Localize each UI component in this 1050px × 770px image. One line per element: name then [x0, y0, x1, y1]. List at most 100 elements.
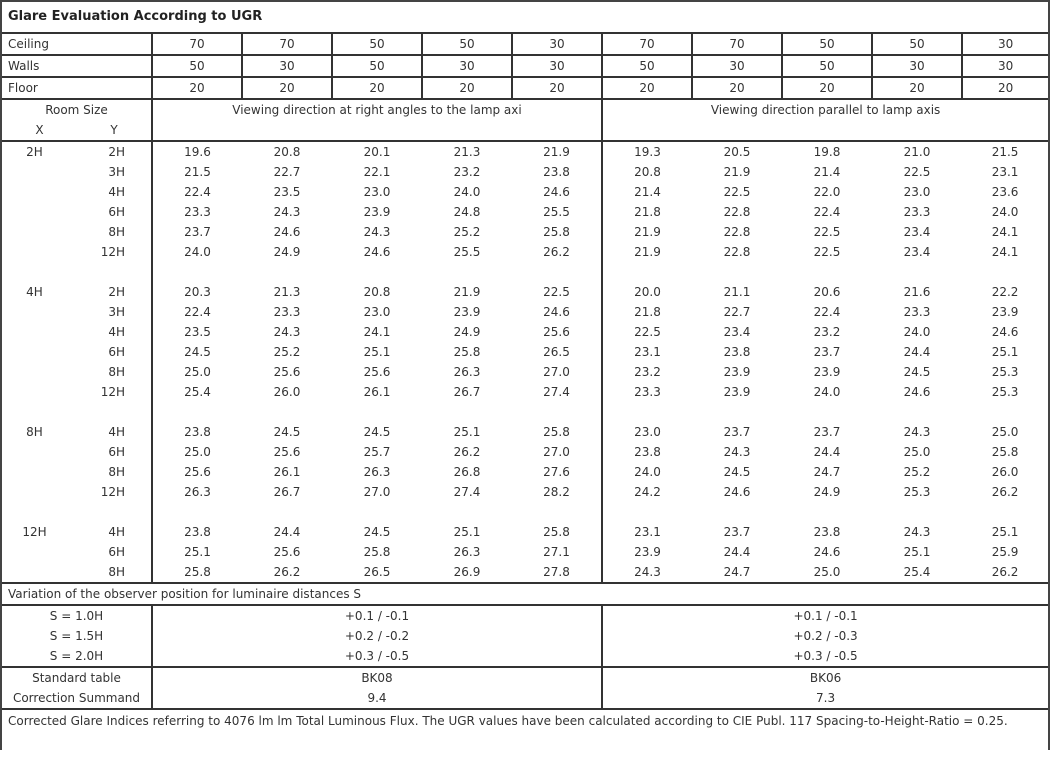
ugr-value: 24.8 — [453, 205, 481, 219]
ugr-value: 25.6 — [273, 545, 301, 559]
ugr-value: 26.7 — [453, 385, 481, 399]
variation-row: S = 1.0H +0.1 / -0.1 +0.1 / -0.1 — [2, 604, 1049, 626]
ugr-value: 24.4 — [903, 345, 931, 359]
data-row: 8H 25.0 25.6 25.6 26.3 27.0 23.2 23.9 23.9 24.5 25… — [2, 362, 1048, 382]
reflectance-row-walls: Walls 50 30 50 30 30 50 30 50 30 30 — [2, 54, 1049, 77]
ugr-value: 28.2 — [543, 485, 570, 499]
ugr-value: 25.6 — [543, 325, 570, 339]
ugr-value: 23.1 — [601, 342, 692, 362]
room-y: 6H — [108, 445, 125, 459]
ugr-value: 25.7 — [363, 445, 391, 459]
ugr-value: 24.1 — [363, 325, 391, 339]
ugr-value: 23.8 — [151, 522, 242, 542]
room-x — [2, 382, 77, 402]
standard-row: Correction Summand 9.4 7.3 — [2, 688, 1049, 709]
room-x — [2, 482, 77, 502]
ugr-value: 25.1 — [903, 545, 931, 559]
reflectance-value: 20 — [960, 76, 1049, 99]
data-row: 8H 25.6 26.1 26.3 26.8 27.6 24.0 24.5 24.7 25.2 26… — [2, 462, 1048, 482]
ugr-value: 23.0 — [363, 305, 391, 319]
ugr-value: 24.7 — [723, 565, 751, 579]
data-row: 6H 24.5 25.2 25.1 25.8 26.5 23.1 23.8 23.7 24.4 25… — [2, 342, 1048, 362]
room-x — [2, 442, 77, 462]
ugr-value: 24.0 — [903, 325, 931, 339]
reflectance-value: 70 — [241, 32, 332, 55]
standard-label: Standard table — [2, 666, 152, 688]
room-y: 12H — [100, 245, 125, 259]
ugr-value: 23.8 — [151, 422, 242, 442]
reflectance-value: 30 — [960, 32, 1049, 55]
ugr-value: 22.0 — [813, 185, 841, 199]
room-x: 8H — [26, 425, 43, 439]
ugr-value: 24.4 — [723, 545, 751, 559]
ugr-value: 26.3 — [453, 545, 481, 559]
ugr-value: 21.9 — [512, 140, 602, 162]
reflectance-value: 50 — [151, 54, 242, 77]
group-spacer — [2, 402, 1049, 422]
ugr-value: 24.4 — [273, 525, 301, 539]
ugr-value: 21.8 — [601, 202, 692, 222]
spacer — [151, 402, 602, 422]
ugr-value: 21.4 — [601, 182, 692, 202]
spacer — [151, 120, 602, 141]
ugr-value: 23.8 — [543, 165, 570, 179]
ugr-value: 23.6 — [991, 185, 1019, 199]
ugr-value: 23.7 — [151, 222, 242, 242]
data-row: 12H 25.4 26.0 26.1 26.7 27.4 23.3 23.9 24.0 24.6 2… — [2, 382, 1048, 402]
ugr-value: 26.5 — [363, 565, 391, 579]
ugr-value: 23.7 — [813, 425, 841, 439]
reflectance-row-ceiling: Ceiling 70 70 50 50 30 70 70 50 50 30 — [2, 32, 1049, 55]
ugr-value: 22.4 — [813, 205, 841, 219]
ugr-value: 26.1 — [273, 465, 301, 479]
ugr-value: 22.5 — [601, 322, 692, 342]
title-row: Glare Evaluation According to UGR — [2, 2, 1048, 33]
ugr-value: 23.4 — [723, 325, 751, 339]
data-row: 4H 2H 20.3 21.3 20.8 21.9 22.5 20.0 21.1 20.6 21.6… — [2, 282, 1048, 302]
room-x — [2, 562, 77, 583]
ugr-value: 24.0 — [151, 242, 242, 262]
ugr-value: 25.6 — [273, 445, 301, 459]
room-x — [2, 322, 77, 342]
ugr-value: 23.9 — [601, 542, 692, 562]
room-y: 2H — [108, 285, 125, 299]
standard-right-angles: 9.4 — [151, 688, 602, 709]
ugr-value: 25.0 — [151, 362, 242, 382]
room-x — [2, 182, 77, 202]
ugr-value: 23.5 — [273, 185, 301, 199]
ugr-value: 21.4 — [813, 165, 841, 179]
standard-label: Correction Summand — [12, 691, 141, 705]
room-y: 8H — [108, 365, 125, 379]
room-x — [2, 542, 77, 562]
table-title: Glare Evaluation According to UGR — [8, 9, 263, 24]
ugr-value: 24.3 — [273, 325, 301, 339]
variation-row: S = 1.5H +0.2 / -0.2 +0.2 / -0.3 — [2, 626, 1049, 646]
ugr-value: 24.6 — [991, 325, 1019, 339]
ugr-value: 25.8 — [543, 225, 570, 239]
parallel-header: Viewing direction parallel to lamp axis — [600, 98, 1049, 120]
reflectance-value: 70 — [601, 32, 692, 55]
room-y: 4H — [108, 325, 125, 339]
data-row: 8H 23.7 24.6 24.3 25.2 25.8 21.9 22.8 22.5 23.4 24… — [2, 222, 1048, 242]
room-x — [2, 302, 77, 322]
room-y: 8H — [108, 565, 125, 579]
ugr-value: 23.8 — [601, 442, 692, 462]
ugr-value: 25.8 — [991, 445, 1019, 459]
ugr-value: 21.9 — [601, 222, 692, 242]
ugr-value: 23.9 — [723, 365, 751, 379]
ugr-value: 24.5 — [723, 465, 751, 479]
ugr-value: 24.0 — [453, 185, 481, 199]
ugr-value: 26.2 — [991, 485, 1019, 499]
room-y: 8H — [108, 465, 125, 479]
standard-parallel: 7.3 — [600, 688, 1049, 709]
ugr-value: 21.6 — [903, 285, 931, 299]
ugr-value: 21.9 — [723, 165, 751, 179]
ugr-value: 22.7 — [273, 165, 301, 179]
ugr-value: 24.3 — [601, 562, 692, 583]
ugr-value: 25.0 — [151, 442, 242, 462]
ugr-value: 19.6 — [151, 140, 242, 162]
ugr-value: 25.6 — [273, 365, 301, 379]
ugr-value: 20.8 — [363, 285, 391, 299]
ugr-value: 24.9 — [453, 325, 481, 339]
ugr-value: 20.8 — [601, 162, 692, 182]
